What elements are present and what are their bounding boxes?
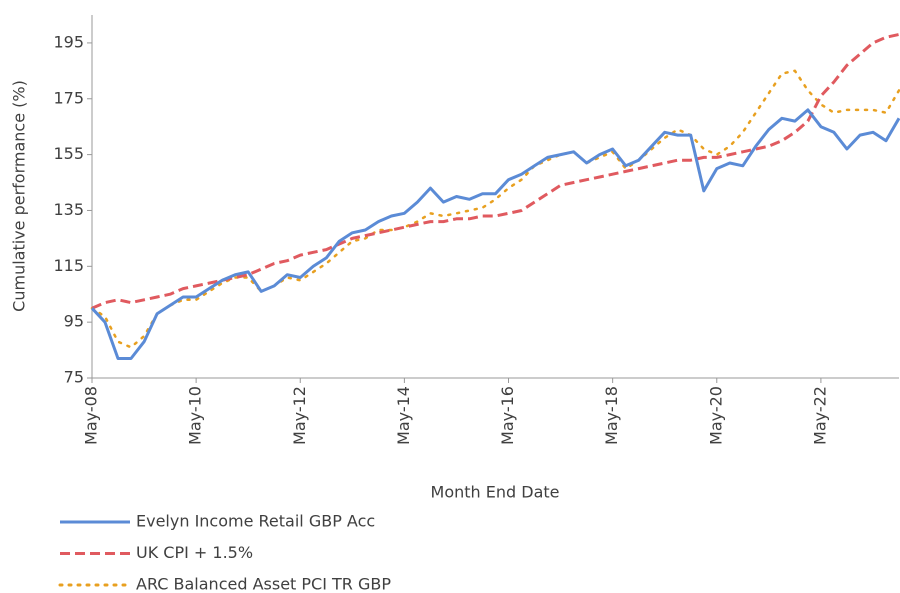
- x-tick-label: May-12: [290, 386, 309, 445]
- y-tick-label: 195: [53, 32, 84, 51]
- x-tick-label: May-20: [706, 386, 725, 445]
- y-axis-title: Cumulative performance (%): [10, 80, 29, 312]
- y-tick-label: 95: [64, 312, 84, 331]
- y-tick-label: 155: [53, 144, 84, 163]
- x-axis-title: Month End Date: [431, 483, 560, 502]
- y-tick-label: 135: [53, 200, 84, 219]
- x-tick-label: May-14: [394, 386, 413, 445]
- y-tick-label: 175: [53, 88, 84, 107]
- x-tick-label: May-08: [82, 386, 101, 445]
- line-series: [90, 108, 900, 360]
- y-tick-label: 115: [53, 256, 84, 275]
- y-tick-label: 75: [64, 368, 84, 387]
- x-tick-label: May-16: [498, 386, 517, 445]
- legend-label: ARC Balanced Asset PCI TR GBP: [136, 575, 391, 593]
- legend-label: UK CPI + 1.5%: [136, 543, 253, 562]
- line-series: [90, 69, 900, 349]
- x-tick-label: May-18: [602, 386, 621, 445]
- line-series: [91, 33, 900, 310]
- legend-label: Evelyn Income Retail GBP Acc: [136, 512, 375, 531]
- x-tick-label: May-22: [810, 386, 829, 445]
- x-tick-label: May-10: [186, 386, 205, 445]
